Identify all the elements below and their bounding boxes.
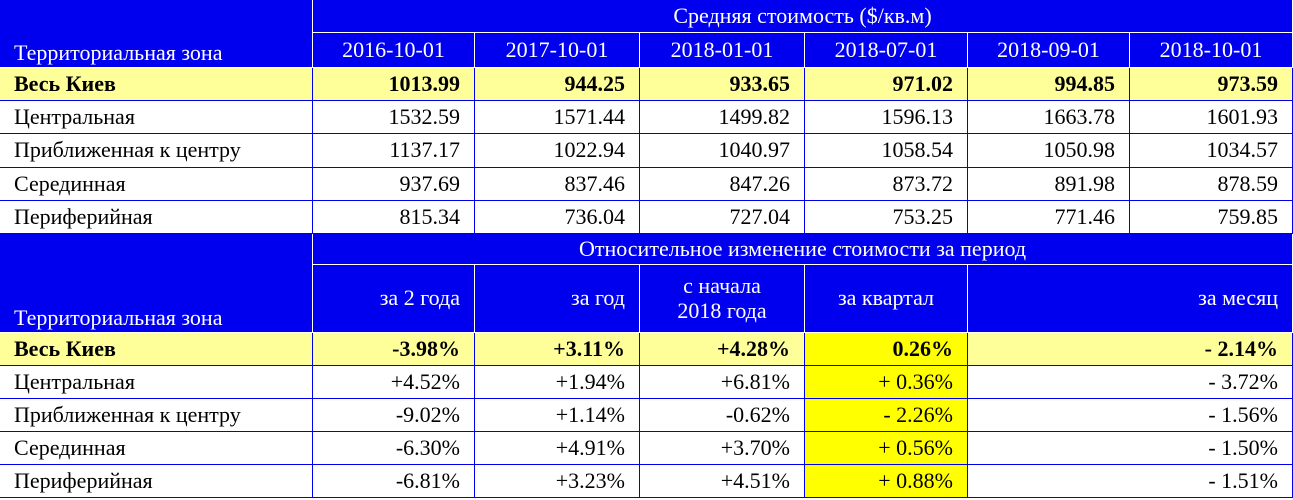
date-header: 2018-07-01 [805, 33, 968, 68]
price-value: 1601.93 [1130, 101, 1293, 135]
zone-name: Центральная [0, 366, 313, 399]
price-value: 847.26 [640, 167, 805, 201]
period-header: с начала 2018 года [640, 265, 805, 333]
price-value: 815.34 [313, 200, 475, 234]
price-value: 771.46 [968, 200, 1130, 234]
change-value: +3.11% [475, 333, 640, 366]
price-value: 1034.57 [1130, 134, 1293, 168]
zone-name: Весь Киев [0, 68, 313, 102]
period-header: за месяц [968, 265, 1293, 333]
change-value: - 1.50% [968, 432, 1293, 465]
table-title: Средняя стоимость ($/кв.м) [313, 0, 1293, 33]
change-value: + 0.88% [805, 465, 968, 498]
zone-name: Периферийная [0, 465, 313, 498]
change-value: - 1.56% [968, 399, 1293, 432]
price-value: 933.65 [640, 68, 805, 102]
change-value: +4.91% [475, 432, 640, 465]
price-value: 1058.54 [805, 134, 968, 168]
price-value: 1022.94 [475, 134, 640, 168]
price-value: 878.59 [1130, 167, 1293, 201]
change-value: +4.28% [640, 333, 805, 366]
period-header: за квартал [805, 265, 968, 333]
price-value: 727.04 [640, 200, 805, 234]
change-value: -9.02% [313, 399, 475, 432]
price-value: 944.25 [475, 68, 640, 102]
change-value: 0.26% [805, 333, 968, 366]
zone-header: Территориальная зона [0, 234, 313, 333]
zone-name: Серединная [0, 167, 313, 201]
date-header: 2016-10-01 [313, 33, 475, 68]
price-value: 973.59 [1130, 68, 1293, 102]
date-header: 2018-10-01 [1130, 33, 1293, 68]
price-value: 736.04 [475, 200, 640, 234]
price-value: 837.46 [475, 167, 640, 201]
price-value: 753.25 [805, 200, 968, 234]
price-value: 1040.97 [640, 134, 805, 168]
zone-name: Периферийная [0, 200, 313, 234]
price-value: 891.98 [968, 167, 1130, 201]
change-value: -3.98% [313, 333, 475, 366]
change-value: -6.30% [313, 432, 475, 465]
period-header: за 2 года [313, 265, 475, 333]
change-value: +3.23% [475, 465, 640, 498]
change-value: + 0.36% [805, 366, 968, 399]
price-value: 1532.59 [313, 101, 475, 135]
date-header: 2017-10-01 [475, 33, 640, 68]
price-value: 1050.98 [968, 134, 1130, 168]
zone-name: Серединная [0, 432, 313, 465]
change-value: - 3.72% [968, 366, 1293, 399]
price-value: 1663.78 [968, 101, 1130, 135]
zone-name: Центральная [0, 101, 313, 135]
date-header: 2018-09-01 [968, 33, 1130, 68]
change-value: - 2.14% [968, 333, 1293, 366]
price-value: 1137.17 [313, 134, 475, 168]
price-value: 1596.13 [805, 101, 968, 135]
change-value: +4.52% [313, 366, 475, 399]
price-value: 759.85 [1130, 200, 1293, 234]
table-title: Относительное изменение стоимости за пер… [313, 234, 1293, 265]
date-header: 2018-01-01 [640, 33, 805, 68]
change-value: + 0.56% [805, 432, 968, 465]
change-value: +1.94% [475, 366, 640, 399]
period-header: за год [475, 265, 640, 333]
price-value: 1013.99 [313, 68, 475, 102]
change-value: -6.81% [313, 465, 475, 498]
change-value: -0.62% [640, 399, 805, 432]
zone-name: Весь Киев [0, 333, 313, 366]
price-value: 994.85 [968, 68, 1130, 102]
change-value: - 1.51% [968, 465, 1293, 498]
change-value: +1.14% [475, 399, 640, 432]
zone-name: Приближенная к центру [0, 134, 313, 168]
change-value: - 2.26% [805, 399, 968, 432]
zone-name: Приближенная к центру [0, 399, 313, 432]
price-value: 1571.44 [475, 101, 640, 135]
price-value: 873.72 [805, 167, 968, 201]
zone-header: Территориальная зона [0, 0, 313, 68]
price-value: 937.69 [313, 167, 475, 201]
price-value: 1499.82 [640, 101, 805, 135]
price-value: 971.02 [805, 68, 968, 102]
change-value: +3.70% [640, 432, 805, 465]
change-value: +4.51% [640, 465, 805, 498]
change-value: +6.81% [640, 366, 805, 399]
